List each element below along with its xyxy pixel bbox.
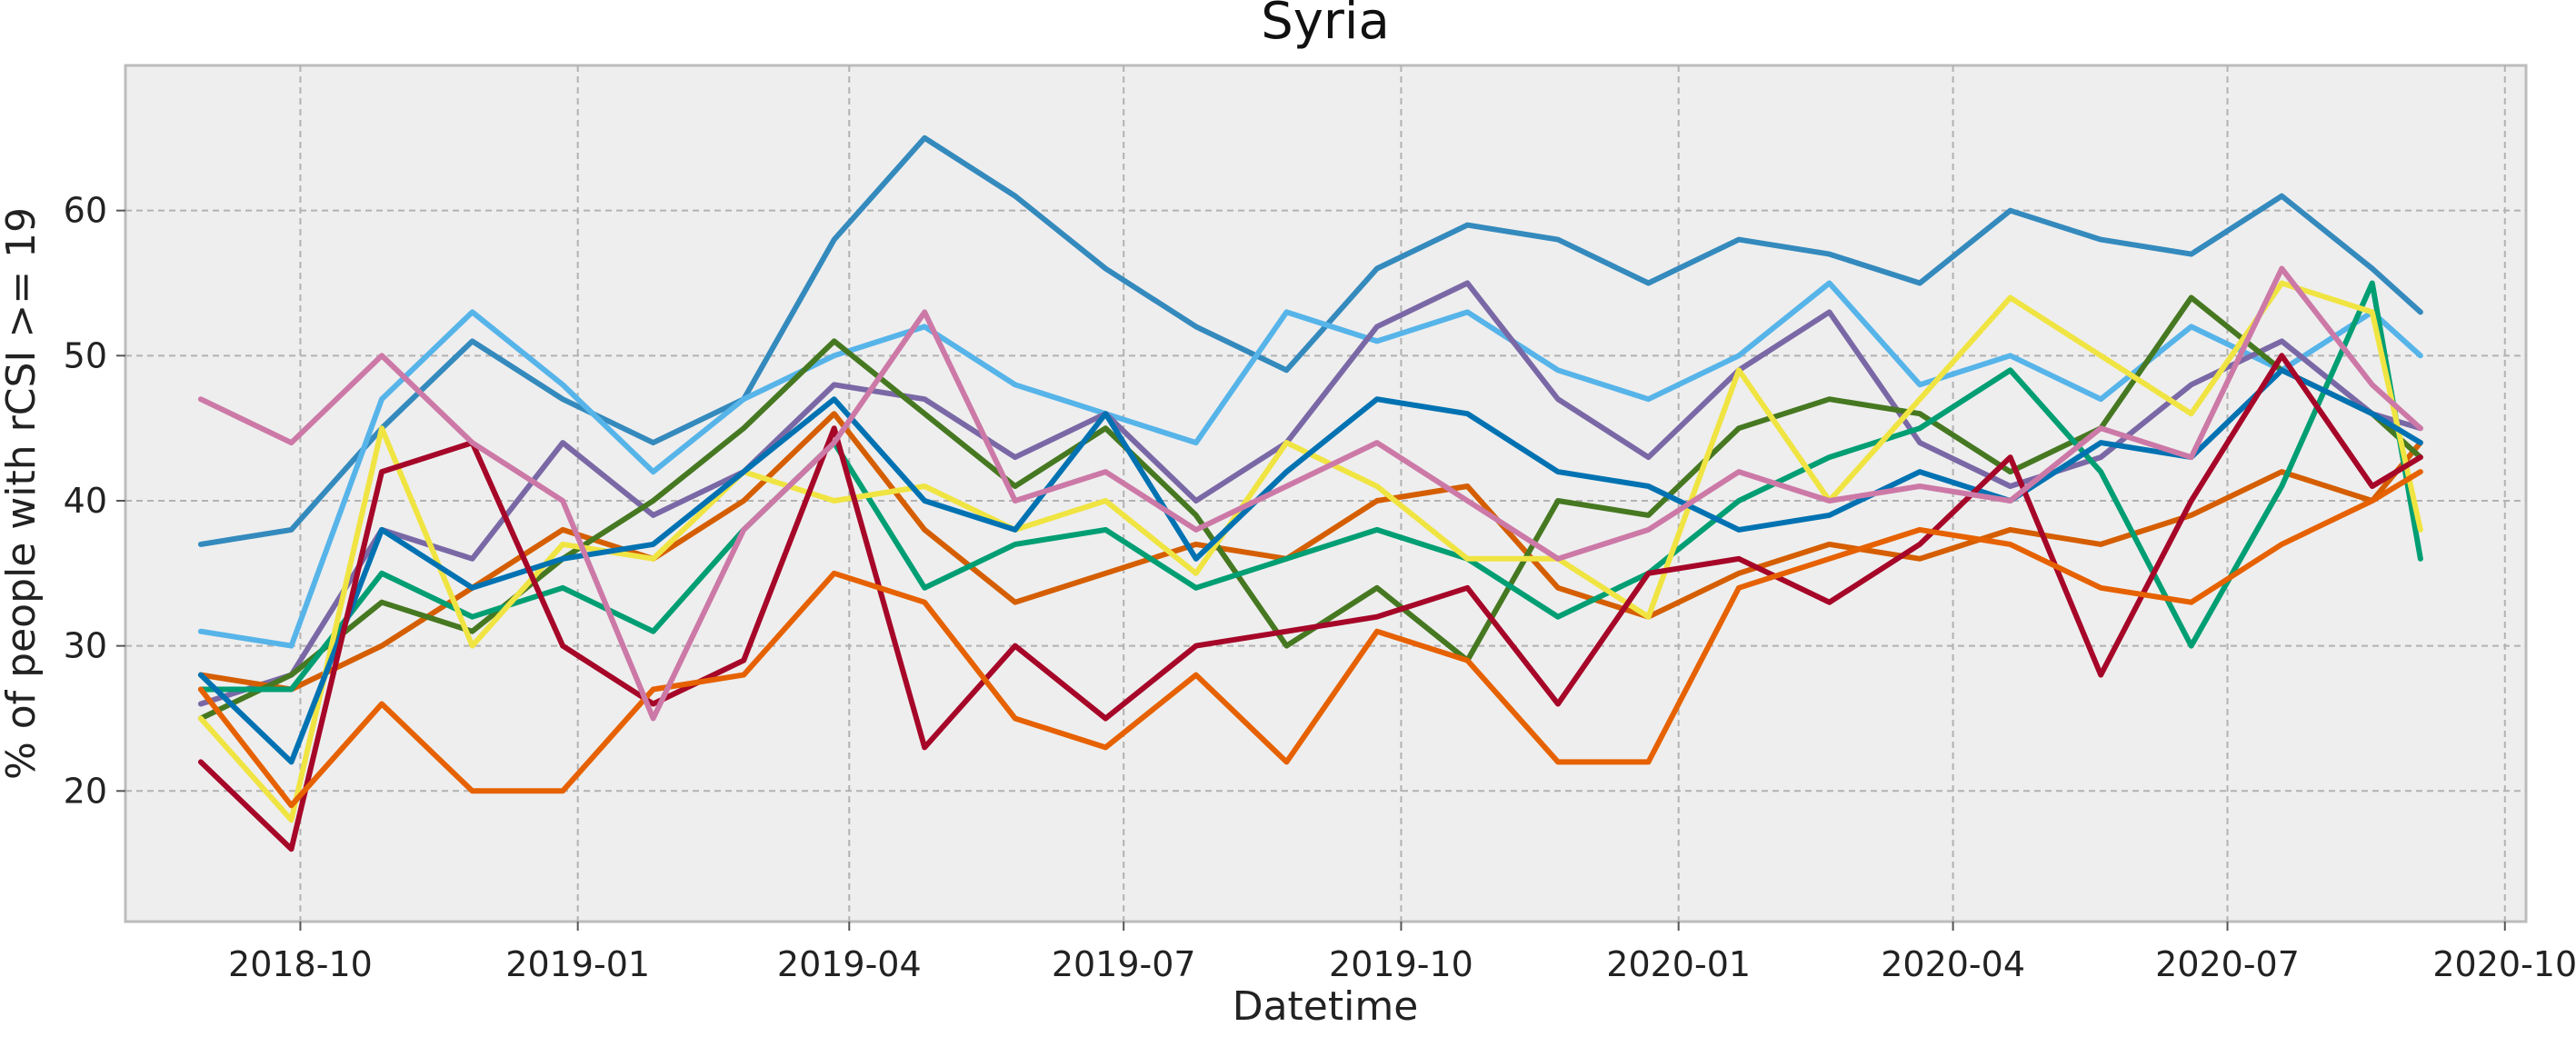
chart-title: Syria xyxy=(1261,0,1390,51)
x-tick-label: 2019-10 xyxy=(1329,944,1473,984)
x-tick-label: 2018-10 xyxy=(228,944,373,984)
x-tick-label: 2019-01 xyxy=(505,944,650,984)
x-tick-label: 2020-07 xyxy=(2155,944,2300,984)
series-lines xyxy=(197,135,2423,853)
y-tick-label: 40 xyxy=(64,481,107,521)
series-line-11 xyxy=(197,265,2423,722)
x-tick-label: 2020-10 xyxy=(2432,944,2576,984)
x-axis-label: Datetime xyxy=(1233,983,1419,1030)
series-line-9 xyxy=(197,353,2423,853)
y-tick-label: 20 xyxy=(64,771,107,811)
x-tick-label: 2019-04 xyxy=(777,944,922,984)
series-line-1 xyxy=(197,135,2423,547)
x-tick-label: 2019-07 xyxy=(1052,944,1196,984)
y-tick-label: 30 xyxy=(64,626,107,666)
y-axis-label: % of people with rCSI >= 19 xyxy=(0,207,45,780)
y-tick-label: 50 xyxy=(64,335,107,375)
x-axis: 2018-10 2019-01 2019-04 2019-07 2019-10 2020-… xyxy=(228,922,2576,984)
x-tick-label: 2020-04 xyxy=(1881,944,2025,984)
x-tick-label: 2020-01 xyxy=(1606,944,1751,984)
series-line-10 xyxy=(197,469,2423,809)
y-tick-label: 60 xyxy=(64,191,107,231)
series-line-3 xyxy=(197,280,2423,707)
series-line-8 xyxy=(197,367,2423,765)
series-line-2 xyxy=(197,280,2423,649)
y-axis: 20 30 40 50 60 xyxy=(64,191,125,811)
